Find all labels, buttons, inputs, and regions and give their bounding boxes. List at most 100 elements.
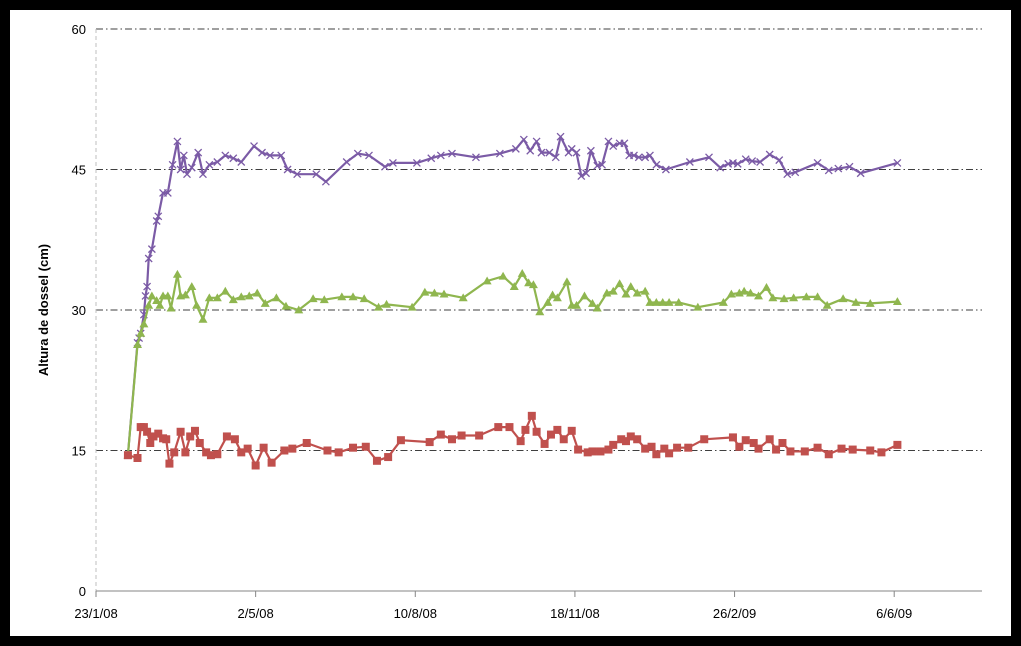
data-point xyxy=(749,439,758,448)
data-point xyxy=(592,303,602,312)
x-tick-label: 23/1/08 xyxy=(74,606,117,621)
data-point xyxy=(716,163,725,172)
data-point xyxy=(634,153,643,162)
data-point xyxy=(556,132,565,141)
data-point xyxy=(741,155,750,164)
data-point xyxy=(181,448,190,457)
data-point xyxy=(372,456,381,465)
data-point xyxy=(524,278,534,287)
data-point xyxy=(778,439,787,448)
data-point xyxy=(152,296,162,305)
data-point xyxy=(786,447,795,456)
data-point xyxy=(384,453,393,462)
data-point xyxy=(396,436,405,445)
data-point xyxy=(277,151,286,160)
data-point xyxy=(728,433,737,442)
data-point xyxy=(259,443,268,452)
data-point xyxy=(604,445,613,454)
data-point xyxy=(179,151,188,160)
data-point xyxy=(139,319,149,328)
data-point xyxy=(552,293,562,302)
data-point xyxy=(382,299,392,308)
data-point xyxy=(283,165,292,174)
data-point xyxy=(281,301,291,310)
data-point xyxy=(166,303,176,312)
data-point xyxy=(845,162,854,171)
y-tick-label: 0 xyxy=(79,584,86,599)
data-point xyxy=(136,328,146,337)
data-point xyxy=(645,298,655,306)
data-point xyxy=(258,148,266,157)
data-point xyxy=(236,292,246,301)
data-point xyxy=(572,300,582,309)
data-point xyxy=(505,423,514,432)
data-point xyxy=(791,168,800,177)
data-point xyxy=(660,444,669,453)
data-point xyxy=(198,314,208,323)
data-point xyxy=(143,282,152,291)
data-point xyxy=(765,435,774,444)
data-point xyxy=(229,154,238,163)
data-point xyxy=(641,153,650,162)
data-point xyxy=(349,443,358,452)
data-point xyxy=(323,446,332,455)
data-point xyxy=(436,430,445,439)
data-point xyxy=(521,425,530,434)
data-point xyxy=(893,440,902,449)
data-point xyxy=(482,276,492,285)
data-point xyxy=(458,293,468,302)
series-3 xyxy=(123,411,902,470)
data-point xyxy=(761,283,771,291)
data-point xyxy=(768,293,778,302)
data-point xyxy=(205,160,214,169)
data-point xyxy=(674,298,684,306)
data-point xyxy=(198,170,207,179)
data-point xyxy=(187,282,197,290)
data-point xyxy=(266,151,274,160)
data-point xyxy=(293,170,302,179)
gridlines xyxy=(96,28,982,451)
data-point xyxy=(250,142,259,151)
x-tick-label: 6/6/09 xyxy=(876,606,912,621)
data-point xyxy=(176,427,185,436)
data-point xyxy=(457,431,466,440)
data-point xyxy=(664,298,674,306)
data-point xyxy=(545,148,554,157)
data-point xyxy=(353,149,362,158)
data-point xyxy=(230,435,239,444)
data-point xyxy=(374,302,384,311)
data-point xyxy=(308,294,318,303)
data-point xyxy=(228,295,238,304)
data-point xyxy=(133,453,142,462)
data-point xyxy=(361,442,370,451)
data-point xyxy=(337,292,347,301)
data-point xyxy=(647,442,656,451)
data-point xyxy=(822,300,832,309)
data-point xyxy=(673,443,682,452)
data-point xyxy=(741,436,750,445)
data-point xyxy=(280,446,289,455)
data-point xyxy=(165,459,174,468)
data-point xyxy=(587,298,597,307)
data-point xyxy=(652,160,661,169)
data-point xyxy=(192,300,202,309)
data-point xyxy=(559,435,568,444)
data-point xyxy=(302,439,311,448)
data-point xyxy=(170,448,179,457)
y-tick-label: 15 xyxy=(72,444,86,459)
data-point xyxy=(572,148,581,157)
data-point xyxy=(756,158,765,166)
data-point xyxy=(342,158,351,166)
data-point xyxy=(220,286,230,295)
data-point xyxy=(388,158,397,167)
data-point xyxy=(632,288,642,297)
data-point xyxy=(517,268,527,277)
data-point xyxy=(271,293,281,302)
data-point xyxy=(754,291,764,300)
data-point xyxy=(726,289,736,298)
data-point xyxy=(621,289,631,298)
data-point xyxy=(739,286,749,295)
data-point xyxy=(176,165,185,174)
data-point xyxy=(641,444,650,453)
